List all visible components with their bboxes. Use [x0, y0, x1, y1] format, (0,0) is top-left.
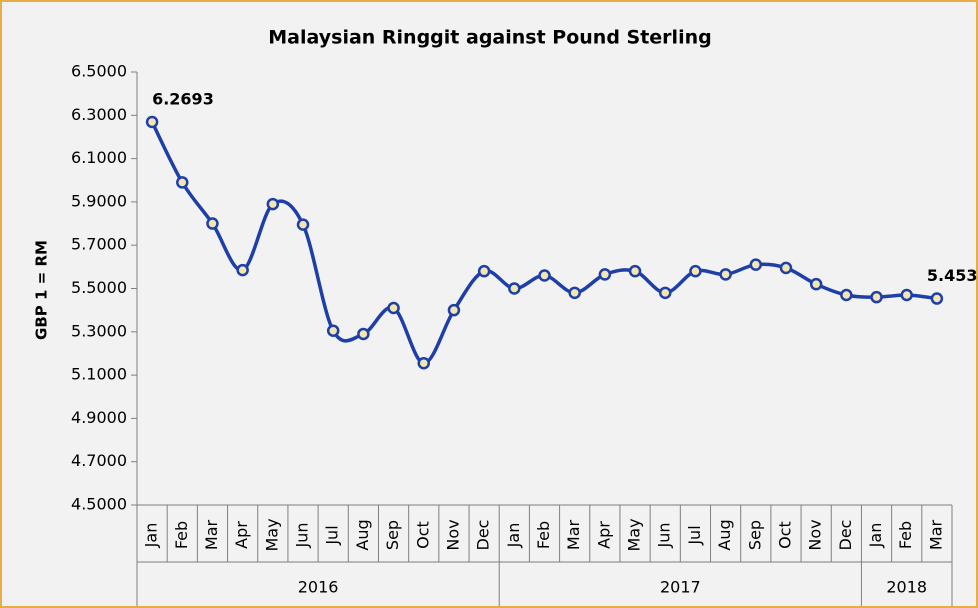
x-tick-label: Feb: [172, 521, 191, 549]
group-label: 2016: [298, 578, 339, 597]
x-tick-label: Nov: [806, 519, 825, 550]
x-tick-label: May: [625, 518, 644, 551]
point: [658, 286, 672, 300]
point: [508, 282, 521, 295]
x-tick-label: Aug: [353, 519, 372, 550]
point: [930, 292, 944, 305]
x-tick-label: Apr: [232, 521, 251, 549]
point: [809, 277, 823, 291]
x-tick-label: Jul: [685, 525, 704, 545]
point: [477, 264, 491, 278]
point: [357, 327, 370, 341]
x-tick-label: Feb: [896, 521, 915, 549]
y-tick-label: 4.7000: [71, 451, 127, 470]
chart-title: Malaysian Ringgit against Pound Sterling: [268, 27, 711, 49]
x-tick-label: Oct: [413, 521, 432, 549]
point: [538, 269, 551, 282]
y-tick-label: 6.1000: [71, 148, 127, 167]
x-tick-label: Feb: [534, 521, 553, 549]
x-tick-label: Jan: [866, 523, 885, 549]
x-tick-label: Nov: [443, 519, 462, 550]
point: [719, 268, 732, 281]
point: [840, 288, 853, 302]
y-tick-label: 5.5000: [71, 278, 127, 297]
x-tick-label: Aug: [715, 519, 734, 550]
x-tick-label: Jun: [655, 523, 674, 549]
point: [417, 356, 431, 370]
y-tick-label: 6.3000: [71, 105, 127, 124]
point: [326, 324, 340, 337]
x-tick-label: May: [262, 518, 281, 551]
point: [296, 218, 310, 231]
data-label: 6.2693: [152, 89, 214, 108]
group-label: 2018: [886, 578, 927, 597]
point: [568, 286, 581, 300]
point: [749, 258, 763, 271]
x-tick-label: Dec: [836, 520, 855, 551]
y-tick-label: 4.9000: [71, 408, 127, 427]
point: [145, 115, 159, 129]
y-tick-label: 5.7000: [71, 235, 127, 254]
point: [236, 263, 249, 277]
point: [266, 197, 280, 211]
x-tick-label: Apr: [594, 521, 613, 549]
point: [689, 264, 702, 278]
point: [779, 261, 793, 275]
x-tick-label: Jun: [293, 523, 312, 549]
y-tick-label: 4.5000: [71, 495, 127, 514]
x-tick-label: Mar: [202, 519, 221, 550]
y-tick-label: 5.9000: [71, 191, 127, 210]
y-tick-label: 6.5000: [71, 62, 127, 81]
x-tick-label: Sep: [745, 520, 764, 550]
x-tick-label: Mar: [564, 519, 583, 550]
point: [628, 264, 642, 278]
x-tick-label: Jul: [323, 525, 342, 545]
point: [870, 290, 883, 304]
x-tick-label: Jan: [504, 523, 523, 549]
point: [206, 217, 219, 230]
point: [176, 176, 189, 189]
y-tick-label: 5.1000: [71, 365, 127, 384]
point: [447, 303, 461, 317]
x-tick-label: Sep: [383, 520, 402, 550]
x-tick-label: Oct: [775, 521, 794, 549]
y-tick-label: 5.3000: [71, 321, 127, 340]
y-axis-label: GBP 1 = RM: [33, 240, 51, 340]
point: [900, 288, 913, 302]
point: [387, 301, 400, 315]
x-tick-label: Dec: [474, 520, 493, 551]
x-tick-label: Mar: [926, 519, 945, 550]
point: [598, 268, 612, 281]
x-tick-label: Jan: [142, 523, 161, 549]
group-label: 2017: [660, 578, 701, 597]
data-label: 5.4537: [927, 266, 978, 285]
